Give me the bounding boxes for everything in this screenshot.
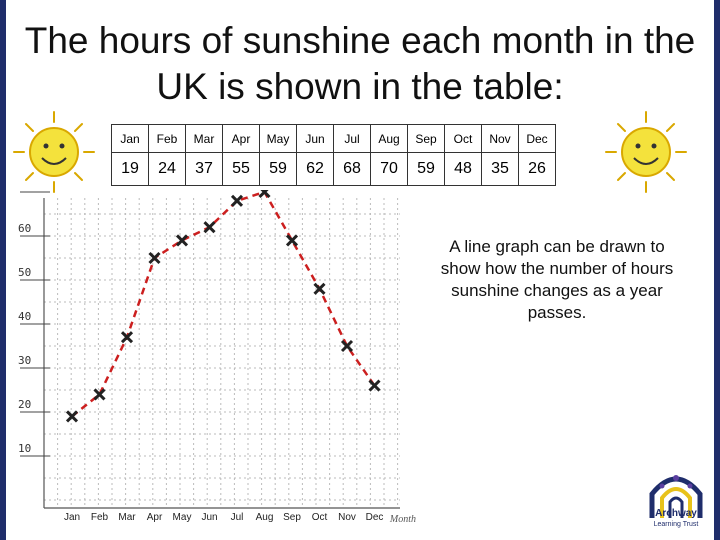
y-tick-label: 60 <box>18 222 31 235</box>
sun-icon <box>13 111 95 193</box>
data-point <box>313 282 326 295</box>
y-tick-label: 30 <box>18 354 31 367</box>
logo-subtitle: Learning Trust <box>653 521 699 528</box>
data-point <box>65 410 79 423</box>
x-tick-label: Oct <box>312 512 328 523</box>
data-point-cross <box>340 339 354 353</box>
x-tick-label: Jan <box>64 512 80 523</box>
archway-logo-icon <box>649 475 703 518</box>
data-point <box>175 234 189 247</box>
x-tick-label: Dec <box>366 512 384 523</box>
x-tick-label: Feb <box>91 512 109 523</box>
table-cell-hours: 24 <box>148 152 186 186</box>
x-tick-label: Mar <box>118 512 136 523</box>
table-cell-hours: 48 <box>444 152 482 186</box>
data-point <box>368 379 381 392</box>
data-point <box>258 190 271 199</box>
slide-frame-right <box>714 0 720 540</box>
x-tick-label: Jul <box>231 512 244 523</box>
table-cell-hours: 35 <box>481 152 519 186</box>
x-tick-label: Sep <box>283 512 301 523</box>
data-point-cross <box>313 282 326 295</box>
table-cell-hours: 26 <box>518 152 556 186</box>
x-tick-label: Nov <box>338 512 356 523</box>
table-cell-hours: 59 <box>259 152 297 186</box>
table-cell-month: Apr <box>222 124 260 153</box>
x-tick-label: Jun <box>201 512 217 523</box>
y-tick-label: 50 <box>18 266 31 279</box>
series-line <box>71 190 376 418</box>
table-cell-month: Jul <box>333 124 371 153</box>
slide-frame-left <box>0 0 6 540</box>
slide-title: The hours of sunshine each month in the … <box>24 20 696 107</box>
data-point-cross <box>230 194 244 207</box>
data-point-cross <box>258 190 269 199</box>
table-cell-hours: 55 <box>222 152 260 186</box>
data-point <box>203 221 216 234</box>
table-cell-hours: 37 <box>185 152 223 186</box>
data-point-cross <box>65 410 79 423</box>
sunshine-table: Jan Feb Mar Apr May Jun Jul Aug Sep Oct … <box>111 124 556 186</box>
data-point-cross <box>175 234 189 247</box>
x-tick-label: Aug <box>256 512 274 523</box>
data-point-cross <box>120 331 134 344</box>
data-point-cross <box>148 251 161 265</box>
table-cell-hours: 59 <box>407 152 445 186</box>
y-tick-label: 70 <box>18 190 31 191</box>
data-point <box>93 388 106 401</box>
explanation-text: A line graph can be drawn to show how th… <box>440 237 674 322</box>
data-point <box>120 331 134 344</box>
data-point-cross <box>368 379 381 392</box>
y-tick-label: 40 <box>18 310 31 323</box>
table-cell-month: Jan <box>111 124 149 153</box>
logo-name: Archway <box>655 508 697 519</box>
table-cell-hours: 68 <box>333 152 371 186</box>
sun-icon <box>605 111 687 193</box>
table-cell-month: Sep <box>407 124 445 153</box>
x-tick-label: May <box>173 512 192 523</box>
table-cell-month: Nov <box>481 124 519 153</box>
table-cell-hours: 19 <box>111 152 149 186</box>
data-point <box>285 234 299 247</box>
data-point-cross <box>93 388 106 401</box>
x-axis-label: Month <box>389 514 416 525</box>
data-point <box>148 251 161 265</box>
y-tick-label: 20 <box>18 398 31 411</box>
table-cell-month: Jun <box>296 124 334 153</box>
table-row-months: Jan Feb Mar Apr May Jun Jul Aug Sep Oct … <box>111 124 556 153</box>
y-tick-label: 10 <box>18 442 31 455</box>
table-row-hours: 19 24 37 55 59 62 68 70 59 48 35 26 <box>111 152 556 186</box>
table-cell-month: Dec <box>518 124 556 153</box>
data-point-cross <box>285 234 299 247</box>
sunshine-line-chart: 10 20 30 40 50 60 70 Jan Feb Mar Apr May Jun Jul Aug Se… <box>18 190 416 525</box>
table-cell-month: Aug <box>370 124 408 153</box>
table-cell-month: Feb <box>148 124 186 153</box>
table-cell-hours: 62 <box>296 152 334 186</box>
table-cell-month: May <box>259 124 297 153</box>
table-cell-month: Mar <box>185 124 223 153</box>
table-cell-hours: 70 <box>370 152 408 186</box>
table-cell-month: Oct <box>444 124 482 153</box>
data-point <box>230 194 244 207</box>
data-point <box>340 339 354 353</box>
data-point-cross <box>203 221 216 234</box>
x-tick-label: Apr <box>147 512 163 523</box>
